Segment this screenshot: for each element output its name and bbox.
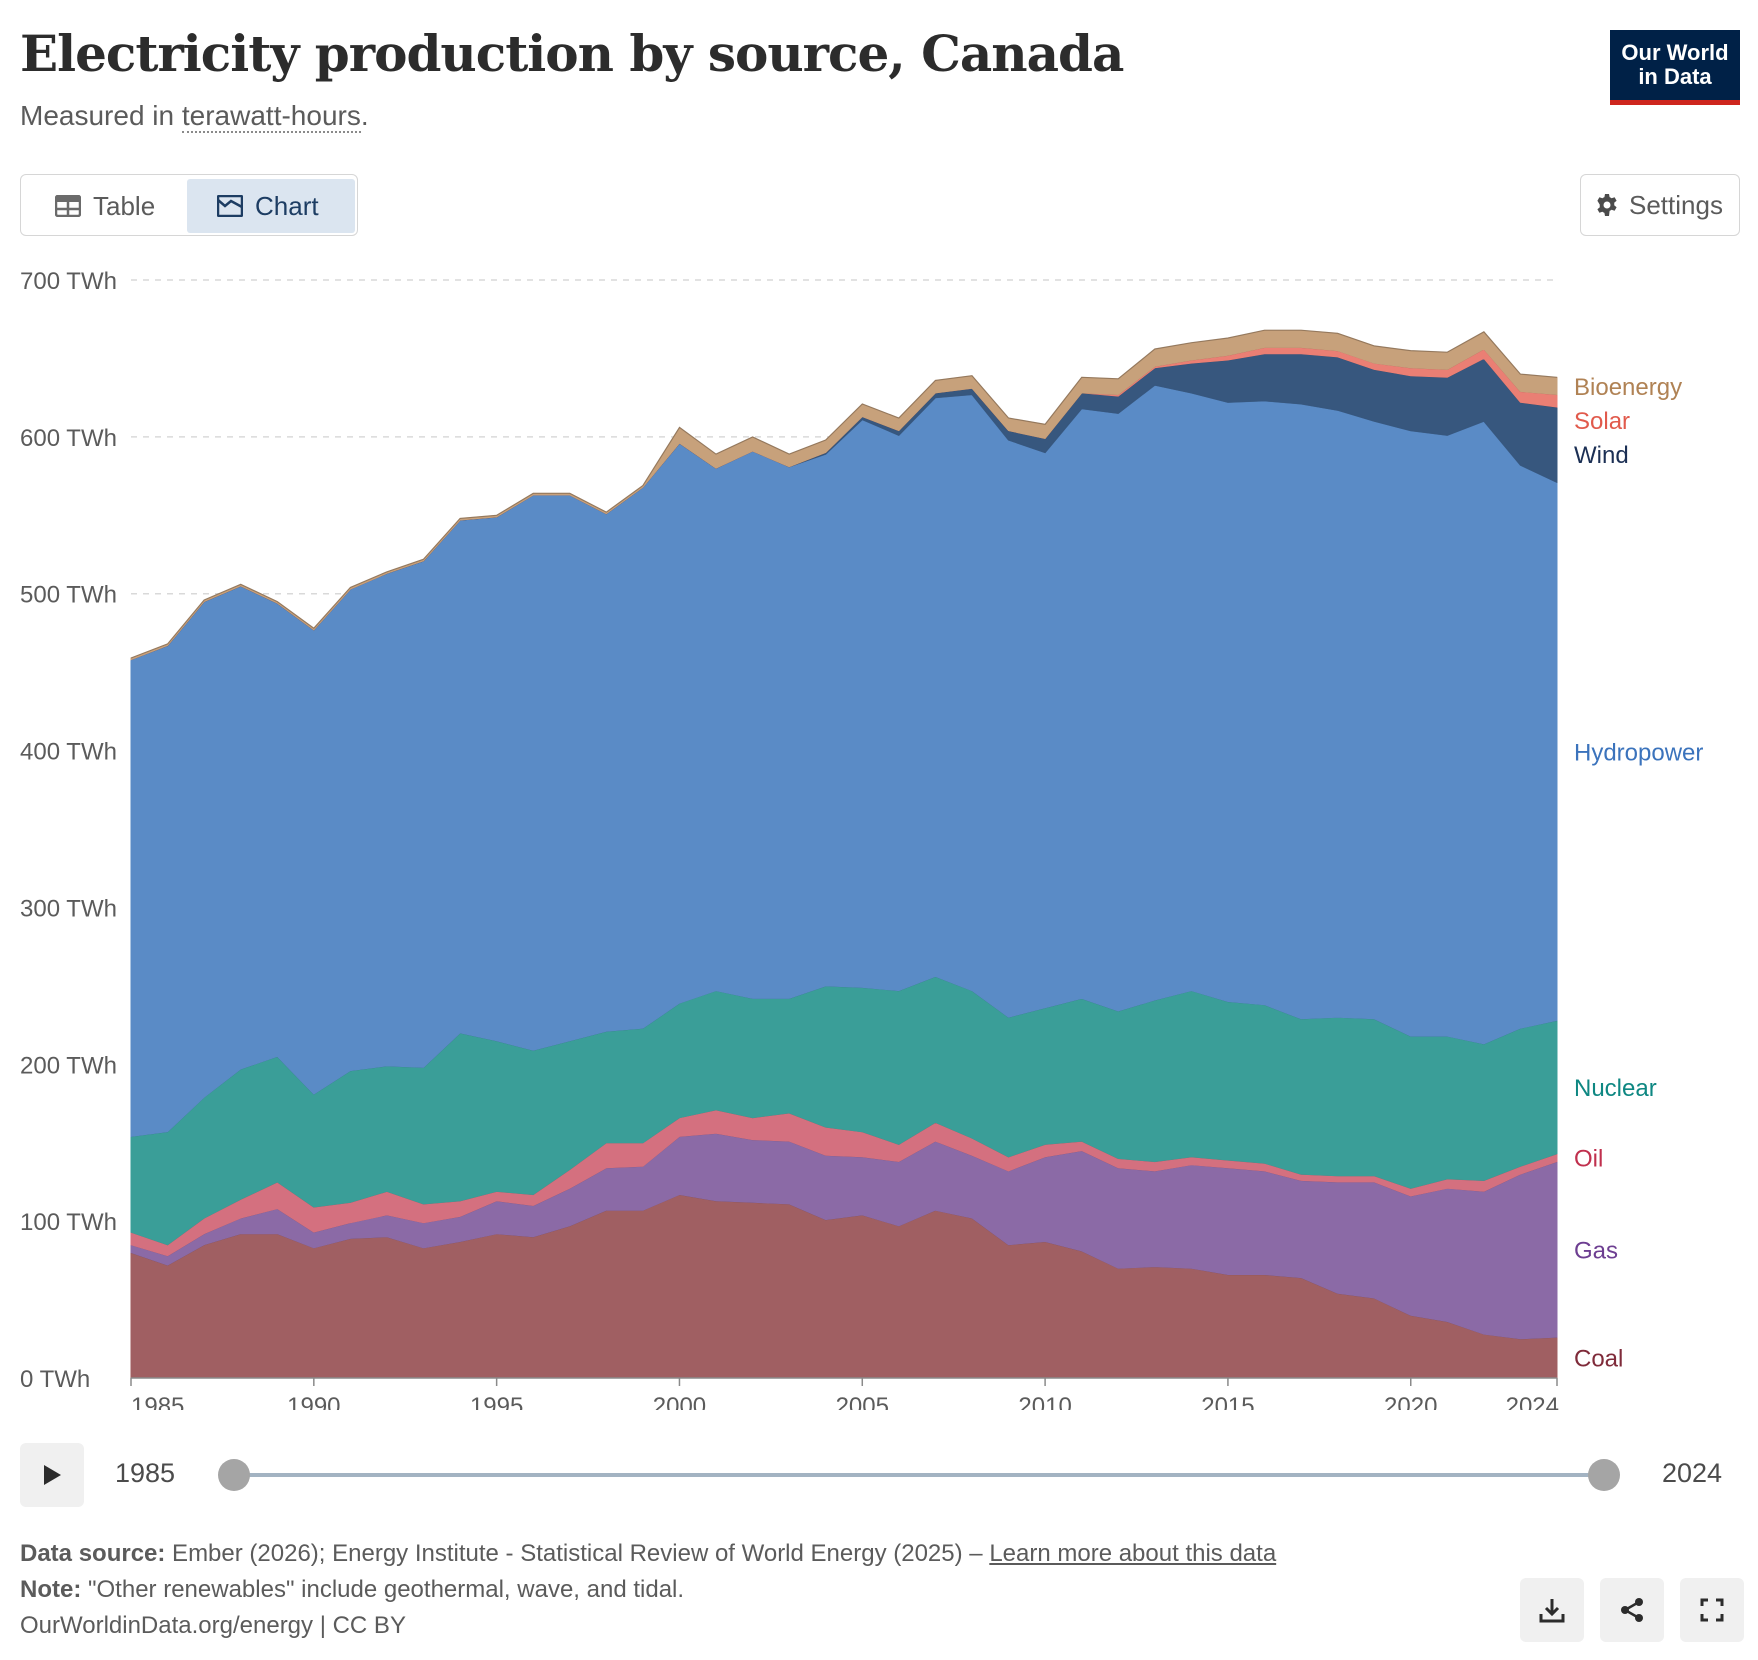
play-icon: [44, 1465, 61, 1485]
play-button[interactable]: [20, 1443, 84, 1507]
subtitle-prefix: Measured in: [20, 100, 182, 131]
settings-button[interactable]: Settings: [1580, 174, 1740, 236]
timeline-start-label: 1985: [115, 1458, 176, 1488]
series-label-gas[interactable]: Gas: [1574, 1237, 1618, 1264]
note-label: Note:: [20, 1576, 82, 1603]
data-source: Data source: Ember (2026); Energy Instit…: [20, 1540, 1276, 1568]
owid-logo[interactable]: Our World in Data: [1610, 30, 1740, 105]
tab-table-label: Table: [93, 190, 156, 221]
x-tick-label: 2020: [1384, 1393, 1437, 1410]
tab-chart-label: Chart: [255, 190, 319, 221]
credit-line: OurWorldinData.org/energy | CC BY: [20, 1612, 406, 1640]
x-tick-label: 1995: [470, 1393, 523, 1410]
x-tick-label: 2024: [1506, 1393, 1559, 1410]
share-button[interactable]: [1600, 1578, 1664, 1642]
timeline-start-handle[interactable]: [218, 1459, 250, 1491]
gear-icon: [1597, 194, 1617, 216]
subtitle-suffix: .: [360, 100, 369, 131]
timeline-end-handle[interactable]: [1588, 1459, 1620, 1491]
logo-line-2: in Data: [1638, 64, 1712, 89]
chart-subtitle: Measured in terawatt-hours.: [20, 100, 369, 133]
series-label-nuclear[interactable]: Nuclear: [1574, 1075, 1657, 1102]
settings-label: Settings: [1629, 189, 1723, 220]
y-tick-label: 100 TWh: [20, 1209, 117, 1236]
tab-table[interactable]: Table: [25, 179, 185, 233]
series-label-oil[interactable]: Oil: [1574, 1146, 1603, 1173]
logo-line-1: Our World: [1621, 40, 1729, 65]
y-tick-label: 700 TWh: [20, 268, 117, 295]
tab-chart[interactable]: Chart: [187, 179, 355, 233]
x-tick-label: 2015: [1201, 1393, 1254, 1410]
series-label-coal[interactable]: Coal: [1574, 1346, 1623, 1373]
y-tick-label: 0 TWh: [20, 1366, 90, 1393]
y-tick-label: 600 TWh: [20, 425, 117, 452]
timeline-track[interactable]: [234, 1473, 1604, 1477]
x-tick-label: 1985: [131, 1393, 184, 1410]
fullscreen-icon: [1700, 1598, 1724, 1622]
x-tick-label: 2000: [653, 1393, 706, 1410]
note-text: "Other renewables" include geothermal, w…: [81, 1576, 685, 1603]
x-tick-label: 1990: [287, 1393, 340, 1410]
x-tick-label: 2005: [836, 1393, 889, 1410]
fullscreen-button[interactable]: [1680, 1578, 1744, 1642]
table-icon: [55, 195, 81, 217]
area-edge-bioenergy: [130, 329, 1558, 659]
share-icon: [1621, 1598, 1643, 1622]
chart-note: Note: "Other renewables" include geother…: [20, 1576, 684, 1604]
timeline-end-label: 2024: [1662, 1458, 1723, 1488]
download-button[interactable]: [1520, 1578, 1584, 1642]
download-icon: [1539, 1599, 1565, 1623]
area-bioenergy[interactable]: [130, 329, 1558, 661]
y-tick-label: 200 TWh: [20, 1052, 117, 1079]
view-tabs: Table Chart: [20, 174, 358, 236]
chart-icon: [217, 195, 243, 217]
unit-definition-link[interactable]: terawatt-hours: [181, 100, 361, 133]
y-tick-label: 300 TWh: [20, 895, 117, 922]
source-label: Data source:: [20, 1540, 166, 1567]
series-label-hydropower[interactable]: Hydropower: [1574, 739, 1703, 766]
source-text: Ember (2026); Energy Institute - Statist…: [165, 1540, 990, 1567]
y-tick-label: 500 TWh: [20, 582, 117, 609]
credit-text: OurWorldinData.org/energy | CC BY: [20, 1612, 406, 1639]
learn-more-link[interactable]: Learn more about this data: [989, 1540, 1277, 1567]
x-tick-label: 2010: [1018, 1393, 1071, 1410]
series-label-solar[interactable]: Solar: [1574, 408, 1630, 435]
series-label-bioenergy[interactable]: Bioenergy: [1574, 374, 1682, 401]
series-label-wind[interactable]: Wind: [1574, 442, 1629, 469]
stacked-area-chart: 0 TWh 100 TWh 200 TWh 300 TWh 400 TWh 500 TWh…: [20, 268, 1703, 1410]
chart-title: Electricity production by source, Canada: [20, 24, 1124, 83]
y-tick-label: 400 TWh: [20, 739, 117, 766]
